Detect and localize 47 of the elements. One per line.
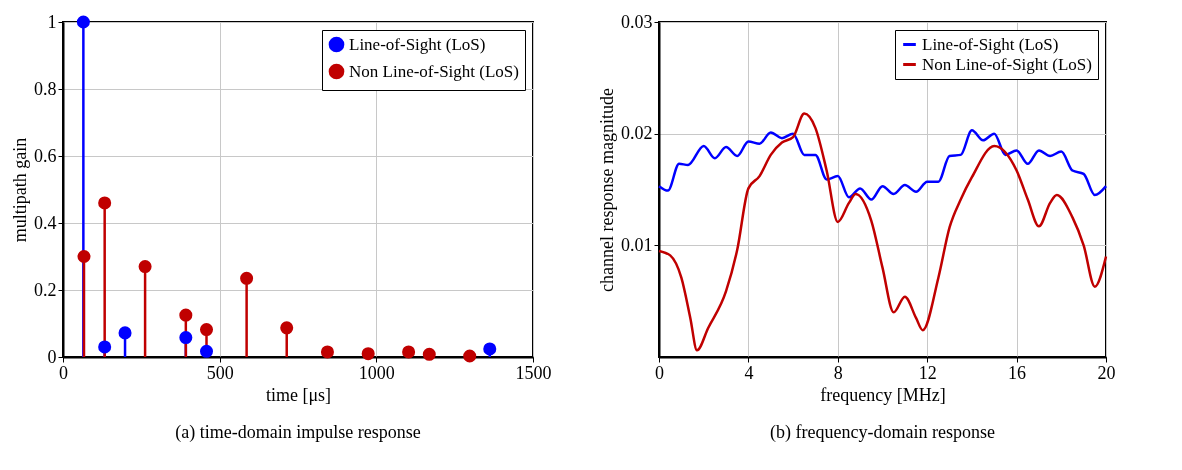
- point: [402, 345, 416, 359]
- legend-label: Non Line-of-Sight (LoS): [349, 61, 519, 81]
- point: [463, 349, 477, 363]
- point: [320, 345, 334, 359]
- point: [422, 347, 436, 361]
- y-tick-label: 0.6: [34, 145, 57, 166]
- x-tick-label: 1000: [358, 362, 395, 383]
- y-tick-label: 0.01: [621, 234, 653, 255]
- y-tick-label: 0.02: [621, 123, 653, 144]
- line-series: [657, 129, 1108, 201]
- point: [76, 15, 90, 29]
- x-axis-title: frequency [MHz]: [820, 384, 946, 405]
- point: [240, 271, 254, 285]
- y-tick-label: 0.03: [621, 11, 653, 32]
- legend-label: Line-of-Sight (LoS): [922, 34, 1059, 54]
- point: [179, 331, 193, 345]
- y-tick-label: 0.2: [34, 279, 57, 300]
- legend-label: Non Line-of-Sight (LoS): [922, 54, 1092, 74]
- point: [199, 344, 214, 358]
- point: [280, 321, 294, 335]
- point: [98, 340, 112, 354]
- y-tick-label: 0.4: [34, 212, 57, 233]
- legend-label: Line-of-Sight (LoS): [349, 34, 486, 54]
- x-tick-label: 8: [833, 362, 843, 383]
- line-series: [657, 112, 1108, 352]
- point: [138, 260, 152, 274]
- x-tick-label: 16: [1008, 362, 1027, 383]
- point: [98, 196, 112, 210]
- point: [199, 323, 214, 337]
- x-tick-label: 4: [744, 362, 754, 383]
- x-axis-title: time [μs]: [265, 384, 332, 405]
- text: (a) time-domain impulse response: [175, 422, 421, 443]
- point: [361, 347, 375, 361]
- y-tick-label: 0: [47, 346, 57, 367]
- x-tick-label: 12: [918, 362, 937, 383]
- y-axis-title: multipath gain: [10, 137, 30, 243]
- text: (b) frequency-domain response: [770, 422, 995, 443]
- y-axis-title: channel response magnitude: [597, 88, 617, 292]
- x-tick-label: 20: [1097, 362, 1116, 383]
- point: [483, 342, 497, 356]
- point: [179, 308, 193, 322]
- y-tick-label: 0.8: [34, 78, 57, 99]
- point: [77, 249, 91, 264]
- y-tick-label: 1: [47, 11, 57, 32]
- x-tick-label: 500: [206, 362, 234, 383]
- point: [118, 326, 132, 340]
- x-tick-label: 1500: [515, 362, 552, 383]
